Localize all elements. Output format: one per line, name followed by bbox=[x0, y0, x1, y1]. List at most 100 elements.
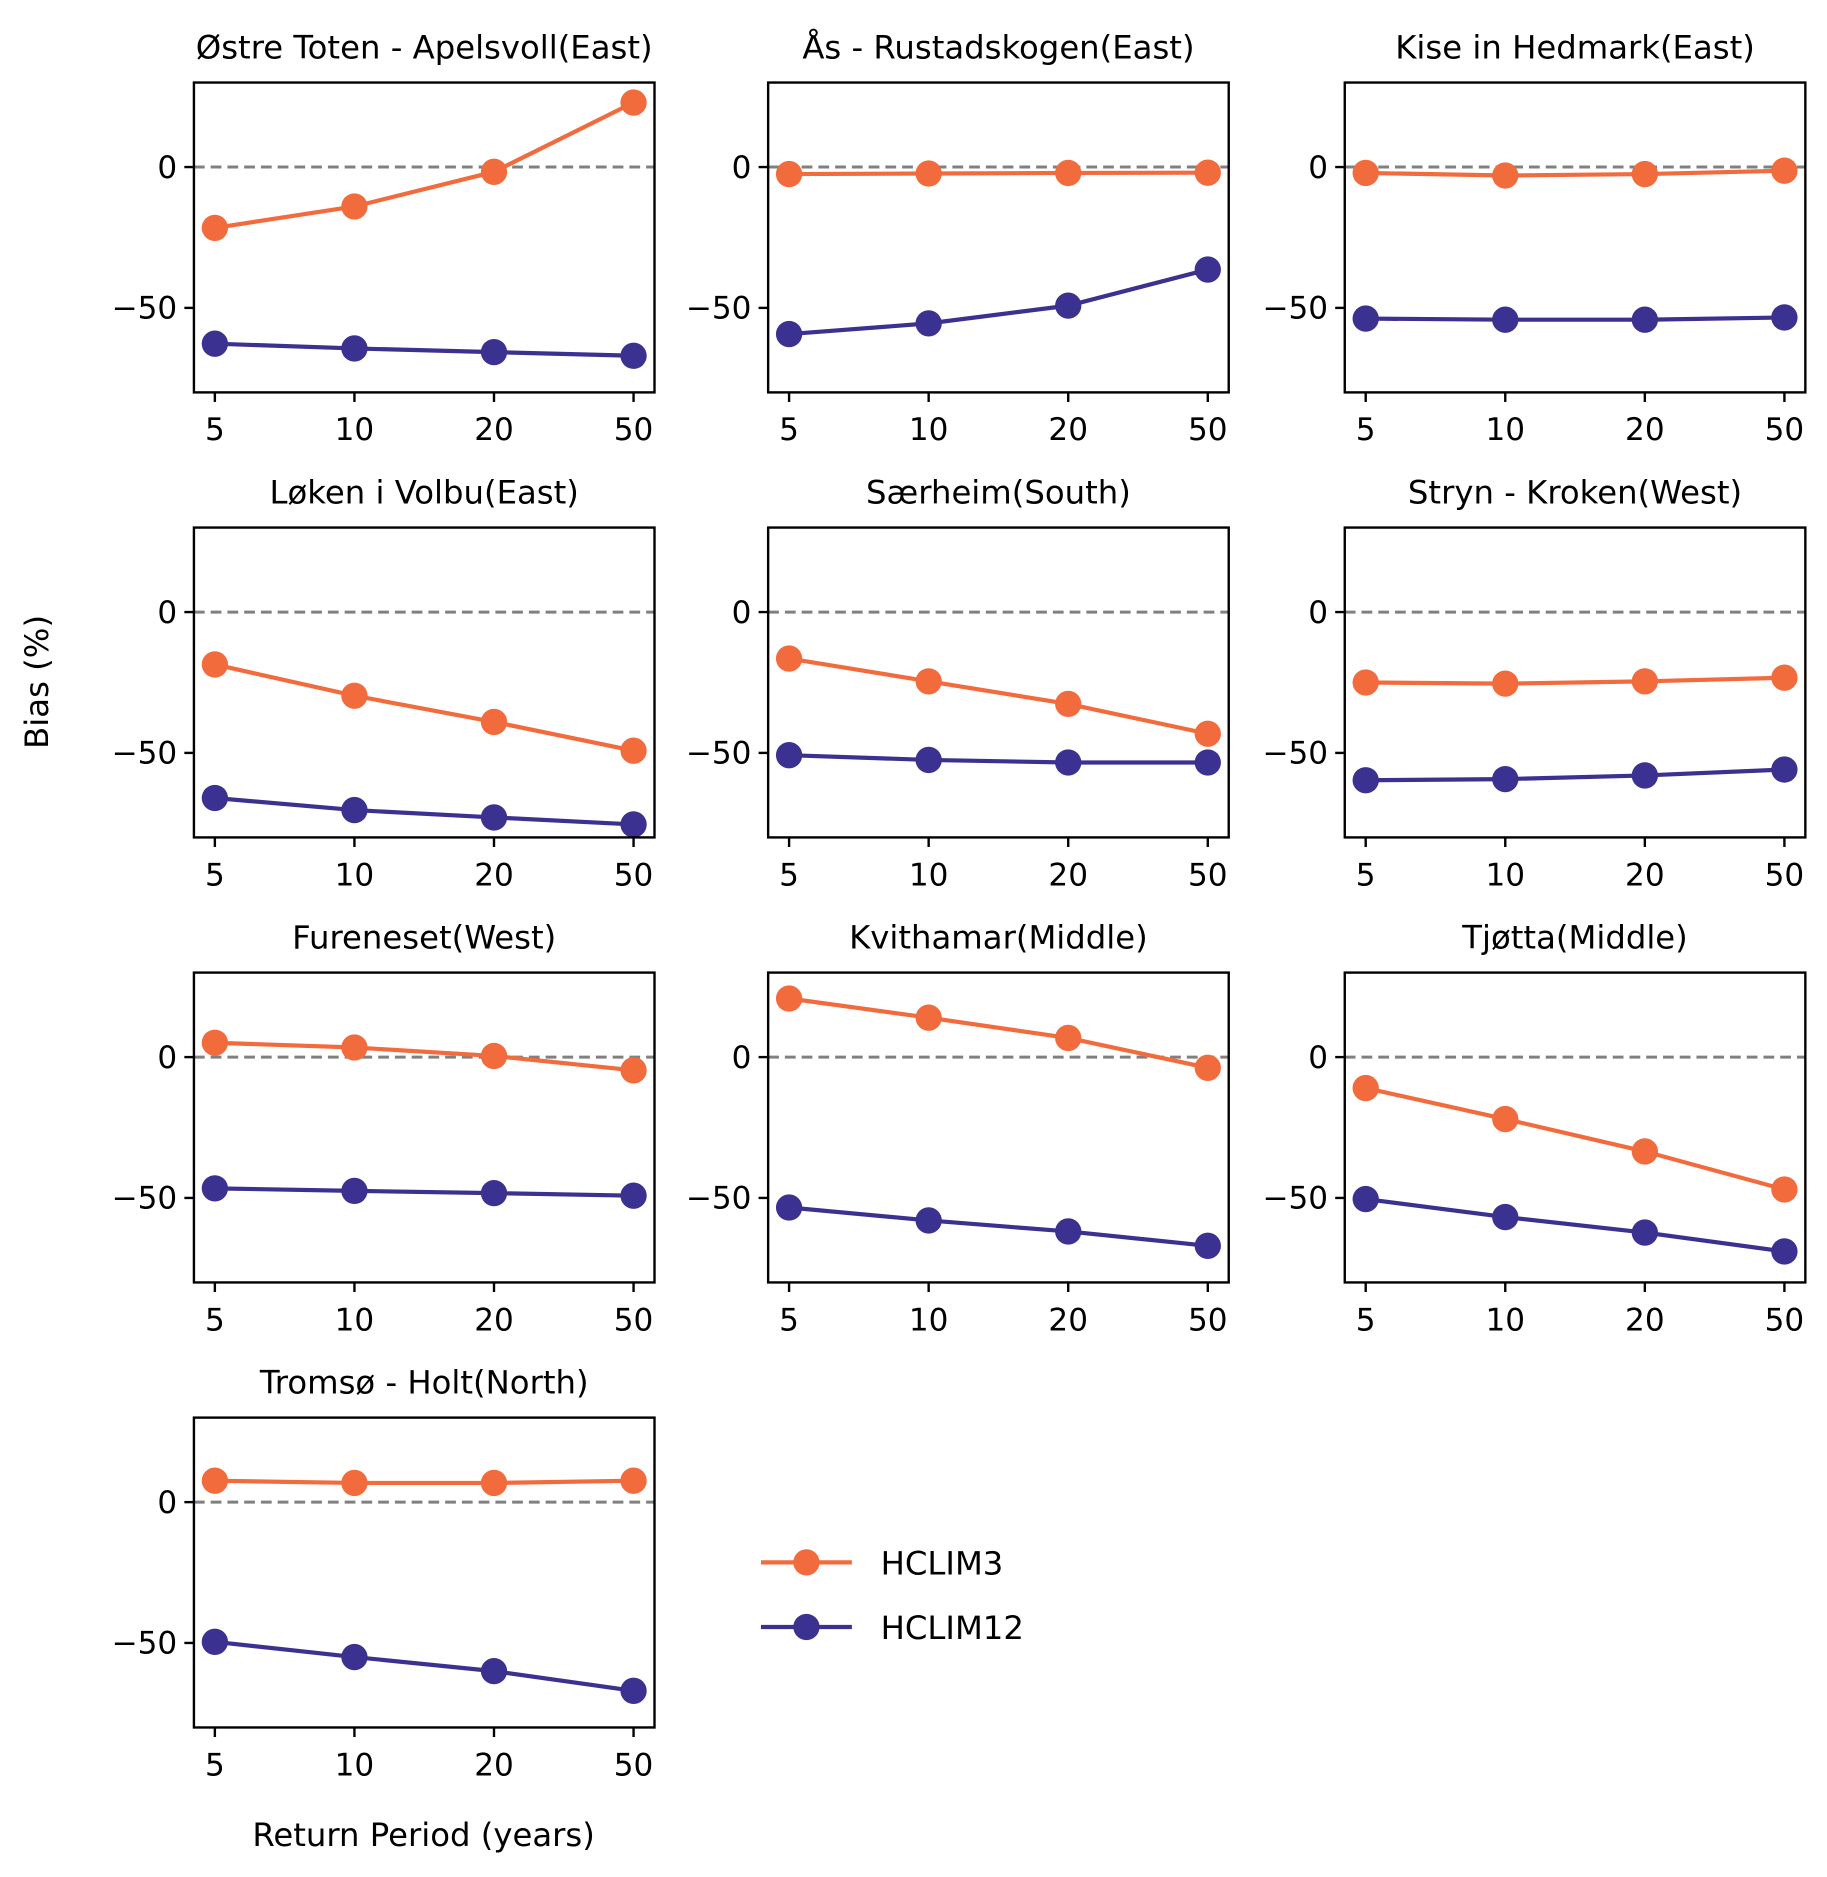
x-tick-label: 5 bbox=[779, 857, 799, 893]
x-tick-label: 20 bbox=[474, 412, 514, 448]
x-tick-label: 5 bbox=[205, 412, 225, 448]
subplot-title: Tromsø - Holt(North) bbox=[259, 1364, 589, 1402]
data-point-hclim3 bbox=[1631, 160, 1658, 188]
x-tick-label: 50 bbox=[614, 857, 654, 893]
data-point-hclim3 bbox=[620, 1467, 647, 1494]
series-line-hclim3 bbox=[1365, 168, 1785, 178]
legend-label: HCLIM3 bbox=[881, 1544, 1004, 1582]
subplot: Stryn - Kroken(West) 0 −50 5 10 20 50 bbox=[1262, 474, 1807, 893]
plot-frame bbox=[1343, 526, 1807, 839]
y-tick-label: 0 bbox=[157, 595, 177, 631]
x-tick-label: 5 bbox=[205, 1747, 225, 1783]
data-point-hclim12 bbox=[201, 784, 229, 812]
y-tick-label: −50 bbox=[112, 1626, 178, 1662]
data-point-hclim3 bbox=[1771, 1176, 1798, 1203]
data-point-hclim3 bbox=[480, 158, 508, 185]
data-point-hclim12 bbox=[620, 811, 647, 838]
data-point-hclim12 bbox=[1492, 765, 1519, 793]
y-tick-label: −50 bbox=[686, 1181, 752, 1217]
data-point-hclim12 bbox=[620, 1677, 647, 1705]
subplot-title: Kise in Hedmark(East) bbox=[1395, 29, 1755, 67]
x-tick-label: 20 bbox=[474, 857, 514, 893]
y-tick-label: −50 bbox=[686, 291, 752, 327]
x-tick-label: 5 bbox=[779, 412, 799, 448]
y-tick-label: −50 bbox=[112, 1181, 178, 1217]
x-tick-label: 50 bbox=[1188, 857, 1228, 893]
x-tick-label: 20 bbox=[474, 1747, 514, 1783]
series-line-hclim12 bbox=[789, 753, 1208, 765]
data-point-hclim12 bbox=[1492, 306, 1519, 333]
x-tick-label: 20 bbox=[1048, 412, 1088, 448]
data-point-hclim12 bbox=[1055, 1218, 1082, 1245]
x-tick-label: 10 bbox=[909, 857, 949, 893]
x-tick-label: 10 bbox=[1485, 857, 1525, 893]
series-line-hclim12 bbox=[788, 267, 1209, 337]
subplot-title: Ås - Rustadskogen(East) bbox=[802, 29, 1194, 67]
y-tick-label: 0 bbox=[157, 1040, 177, 1076]
data-point-hclim12 bbox=[1194, 749, 1221, 776]
y-tick-label: 0 bbox=[732, 150, 752, 186]
series-line-hclim3 bbox=[214, 1040, 634, 1073]
subplot: Østre Toten - Apelsvoll(East) 0 −50 5 10 20 50 bbox=[112, 29, 656, 448]
data-point-hclim12 bbox=[1631, 1219, 1658, 1246]
subplot-title: Løken i Volbu(East) bbox=[270, 474, 579, 512]
data-point-hclim3 bbox=[1055, 1024, 1082, 1052]
data-point-hclim12 bbox=[201, 330, 229, 357]
subplot-title: Østre Toten - Apelsvoll(East) bbox=[196, 29, 653, 67]
data-point-hclim3 bbox=[201, 651, 229, 678]
series-line-hclim3 bbox=[214, 1478, 634, 1486]
x-tick-label: 5 bbox=[205, 1302, 225, 1338]
data-point-hclim12 bbox=[915, 1207, 942, 1234]
x-tick-label: 20 bbox=[1048, 857, 1088, 893]
y-tick-label: −50 bbox=[112, 291, 178, 327]
x-tick-label: 20 bbox=[1625, 857, 1665, 893]
subplot-title: Tjøtta(Middle) bbox=[1461, 919, 1687, 957]
y-tick-label: −50 bbox=[1262, 736, 1328, 772]
data-point-hclim3 bbox=[1492, 1105, 1519, 1133]
x-tick-label: 5 bbox=[205, 857, 225, 893]
subplot: Fureneset(West) 0 −50 5 10 20 50 bbox=[112, 919, 656, 1338]
plot-frame bbox=[1343, 971, 1807, 1284]
y-tick-label: 0 bbox=[157, 150, 177, 186]
plot-frame bbox=[192, 1416, 656, 1729]
y-tick-label: 0 bbox=[1308, 150, 1328, 186]
y-tick-label: 0 bbox=[732, 1040, 752, 1076]
series-line-hclim12 bbox=[788, 1205, 1209, 1248]
y-tick-label: −50 bbox=[112, 736, 178, 772]
data-point-hclim3 bbox=[341, 193, 368, 220]
legend-marker-hclim3 bbox=[793, 1549, 820, 1576]
data-point-hclim3 bbox=[341, 1034, 368, 1061]
data-point-hclim3 bbox=[1352, 669, 1379, 696]
subplot: Ås - Rustadskogen(East) 0 −50 5 10 20 50 bbox=[686, 29, 1230, 448]
data-point-hclim3 bbox=[201, 1029, 229, 1056]
data-point-hclim3 bbox=[915, 1004, 942, 1031]
y-tick-label: 0 bbox=[157, 1485, 177, 1521]
subplot-title: Kvithamar(Middle) bbox=[849, 919, 1148, 957]
plot-frame bbox=[192, 81, 656, 394]
x-tick-label: 10 bbox=[335, 1747, 375, 1783]
data-point-hclim3 bbox=[341, 1469, 368, 1497]
data-point-hclim3 bbox=[1352, 1074, 1379, 1102]
plot-frame bbox=[766, 81, 1230, 394]
plot-frame bbox=[766, 971, 1230, 1284]
series-line-hclim3 bbox=[788, 996, 1209, 1070]
subplot: Løken i Volbu(East) 0 −50 5 10 20 50 bbox=[112, 474, 656, 893]
series-line-hclim12 bbox=[214, 341, 634, 358]
x-tick-label: 50 bbox=[1188, 1302, 1228, 1338]
data-point-hclim12 bbox=[1194, 1232, 1221, 1259]
data-point-hclim12 bbox=[620, 342, 647, 369]
series-line-hclim12 bbox=[214, 795, 634, 827]
x-tick-label: 50 bbox=[1765, 1302, 1805, 1338]
plot-frame bbox=[766, 526, 1230, 839]
data-point-hclim3 bbox=[915, 668, 942, 695]
data-point-hclim12 bbox=[1492, 1203, 1519, 1231]
data-point-hclim3 bbox=[775, 985, 803, 1012]
data-point-hclim3 bbox=[480, 708, 508, 736]
x-tick-label: 20 bbox=[474, 1302, 514, 1338]
series-line-hclim12 bbox=[1365, 1196, 1785, 1254]
y-axis-label: Bias (%) bbox=[18, 615, 56, 749]
y-tick-label: 0 bbox=[1308, 1040, 1328, 1076]
y-tick-label: −50 bbox=[1262, 291, 1328, 327]
series-line-hclim3 bbox=[1365, 1086, 1785, 1192]
data-point-hclim12 bbox=[1771, 304, 1798, 331]
